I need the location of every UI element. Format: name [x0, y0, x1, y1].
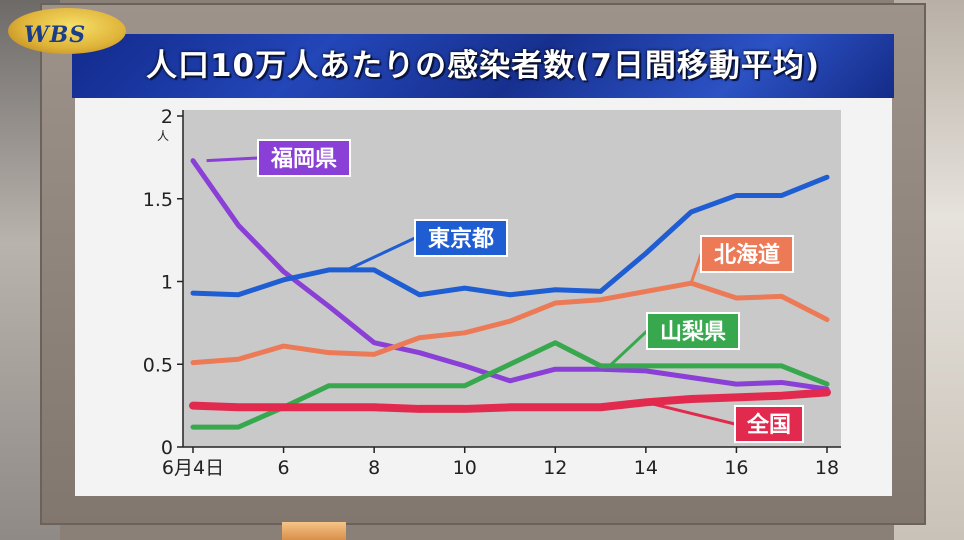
- series-label-box: [734, 405, 804, 443]
- series-label-leader: [608, 329, 649, 368]
- series-label-box: [414, 219, 508, 257]
- monitor-stand: [282, 522, 346, 540]
- x-tick-label: 10: [453, 457, 477, 479]
- series-label: 全国: [746, 412, 791, 438]
- series-label-box: [257, 139, 351, 177]
- series-line: [190, 158, 830, 392]
- x-tick-label: 14: [634, 457, 658, 479]
- series-line: [190, 174, 830, 298]
- series-label: 山梨県: [660, 320, 726, 345]
- chart-header: 人口10万人あたりの感染者数(7日間移動平均): [72, 34, 894, 98]
- series-label-leader: [689, 253, 703, 284]
- channel-logo-text: WBS: [24, 22, 87, 48]
- series-label: 東京都: [428, 226, 494, 252]
- series-line: [190, 340, 830, 430]
- x-tick-label: 6: [278, 457, 290, 479]
- x-tick-label: 12: [543, 457, 567, 479]
- x-tick-label: 8: [368, 457, 380, 479]
- series-label-leader: [206, 156, 259, 163]
- y-tick-label: 2: [161, 106, 173, 128]
- series-label-leader: [645, 400, 736, 426]
- chart-board: 0 0.5 1 1.5 2 人 6月4日 6 8 10 12 14 16 18 福岡県東京都北海道山梨県全国: [75, 98, 892, 496]
- series-label: 福岡県: [270, 147, 337, 172]
- x-tick-label: 6月4日: [162, 457, 224, 479]
- y-unit-label: 人: [157, 129, 169, 143]
- series-line: [190, 280, 830, 366]
- series-label-box: [700, 235, 794, 273]
- y-tick-label: 0: [161, 437, 173, 459]
- chart-title: 人口10万人あたりの感染者数(7日間移動平均): [145, 48, 821, 84]
- series-label: 北海道: [714, 242, 780, 268]
- y-tick-label: 1: [161, 272, 173, 294]
- x-tick-label: 16: [724, 457, 748, 479]
- series-line: [189, 388, 831, 413]
- y-tick-label: 0.5: [143, 354, 173, 376]
- series-label-leader: [346, 236, 416, 272]
- y-tick-label: 1.5: [143, 189, 173, 211]
- channel-logo: WBS: [8, 8, 126, 54]
- x-tick-label: 18: [815, 457, 839, 479]
- series-label-box: [646, 312, 740, 350]
